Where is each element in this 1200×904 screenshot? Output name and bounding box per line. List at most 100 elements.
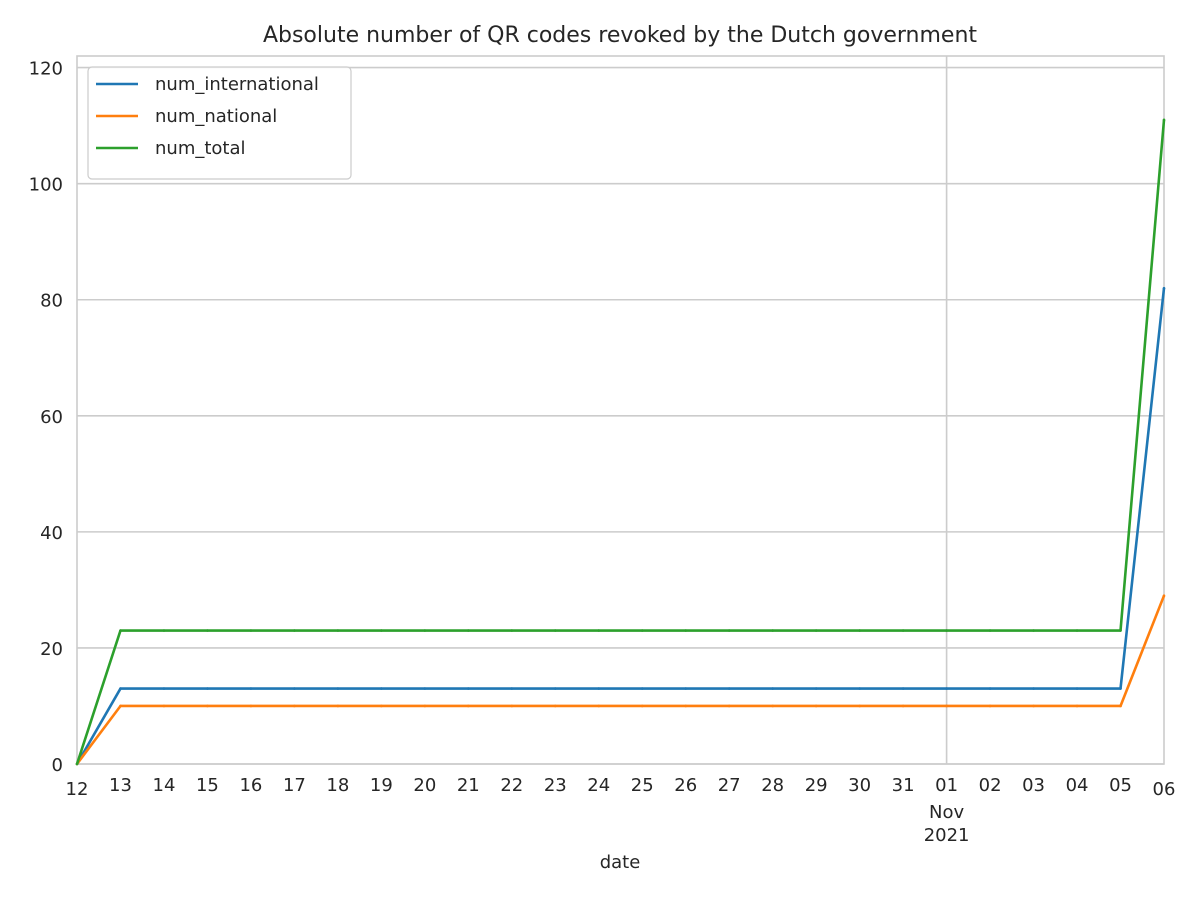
data-point-num_international — [945, 687, 948, 690]
data-point-num_national — [293, 704, 296, 708]
x-tick-label: 28 — [761, 775, 784, 796]
series-lines — [75, 118, 1166, 766]
y-axis-ticks: 0 20 40 60 80 100 120 — [29, 59, 63, 776]
data-point-num_total — [771, 629, 774, 632]
data-point-num_total — [597, 629, 601, 632]
data-point-num_national — [510, 704, 514, 708]
x-tick-sublabel: Nov — [929, 802, 964, 823]
data-point-num_national — [249, 704, 253, 708]
y-tick-label: 0 — [52, 755, 63, 776]
x-tick-label: 31 — [892, 775, 915, 796]
plot-frame — [76, 55, 1165, 765]
data-point-num_international — [1119, 687, 1122, 690]
data-point-num_national — [858, 704, 861, 708]
x-tick-label: 16 — [239, 775, 262, 796]
legend-box — [87, 66, 352, 180]
series-line-num_national — [75, 595, 1166, 765]
data-point-num_total — [380, 629, 383, 632]
data-point-num_national — [988, 704, 992, 708]
y-tick-label: 120 — [29, 59, 63, 80]
data-point-num_international — [249, 687, 253, 690]
y-tick-label: 20 — [40, 639, 63, 660]
x-tick-label: 26 — [674, 775, 697, 796]
data-point-num_national — [553, 704, 557, 708]
legend-label-num_national: num_national — [155, 106, 277, 127]
data-point-num_international — [423, 687, 427, 690]
data-point-num_total — [1119, 629, 1122, 632]
x-tick-label: 02 — [979, 775, 1002, 796]
x-tick-label: 14 — [153, 775, 176, 796]
data-point-num_total — [162, 629, 166, 632]
data-point-num_national — [814, 704, 818, 708]
data-point-num_total — [684, 629, 688, 632]
data-point-num_international — [988, 687, 992, 690]
data-point-num_national — [945, 704, 948, 708]
x-axis-ticks: 12 13 14 15 16 17 18 19 20 21 22 23 24 25 26 27 28 29 30 31… — [66, 775, 1176, 846]
x-tick-label: 23 — [544, 775, 567, 796]
data-point-num_national — [727, 704, 731, 708]
data-point-num_total — [119, 629, 122, 632]
data-point-num_national — [162, 704, 166, 708]
data-point-num_national — [597, 704, 601, 708]
data-point-num_international — [901, 687, 905, 690]
data-point-num_total — [858, 629, 861, 632]
x-tick-label: 24 — [587, 775, 610, 796]
x-tick-sublabel: 2021 — [924, 825, 970, 846]
x-tick-label: 06 — [1153, 779, 1176, 800]
data-point-num_total — [206, 629, 209, 632]
data-point-num_total — [423, 629, 427, 632]
data-point-num_national — [467, 704, 470, 708]
chart-title: Absolute number of QR codes revoked by t… — [263, 23, 977, 48]
data-point-num_international — [1162, 286, 1166, 290]
x-tick-label: 01 — [935, 775, 958, 796]
data-point-num_national — [1162, 594, 1166, 598]
data-point-num_national — [336, 704, 340, 708]
data-point-num_total — [945, 629, 948, 632]
series-line-num_international — [75, 287, 1166, 765]
data-point-num_total — [293, 629, 296, 632]
data-point-num_international — [293, 687, 296, 690]
plot-border — [76, 55, 1165, 765]
legend-label-num_international: num_international — [155, 74, 319, 95]
data-point-num_international — [206, 687, 209, 690]
data-point-num_international — [858, 687, 861, 690]
data-point-num_national — [684, 704, 688, 708]
data-point-num_national — [1119, 704, 1122, 708]
y-tick-label: 60 — [40, 407, 63, 428]
data-point-num_international — [380, 687, 383, 690]
x-tick-label: 29 — [805, 775, 828, 796]
x-tick-label: 30 — [848, 775, 871, 796]
x-tick-label: 15 — [196, 775, 219, 796]
y-tick-label: 40 — [40, 523, 63, 544]
data-point-num_total — [814, 629, 818, 632]
data-point-num_total — [727, 629, 731, 632]
data-point-num_international — [597, 687, 601, 690]
data-point-num_national — [206, 704, 209, 708]
data-point-num_total — [553, 629, 557, 632]
data-point-num_total — [1032, 629, 1035, 632]
legend-label-num_total: num_total — [155, 138, 246, 159]
x-tick-label: 18 — [326, 775, 349, 796]
x-tick-label: 20 — [413, 775, 436, 796]
data-point-num_total — [1075, 629, 1079, 632]
data-point-num_national — [119, 704, 122, 708]
legend: num_international num_national num_total — [87, 66, 352, 180]
data-point-num_national — [771, 704, 774, 708]
data-point-num_international — [814, 687, 818, 690]
data-point-num_international — [467, 687, 470, 690]
data-point-num_total — [901, 629, 905, 632]
series-line-num_total — [75, 119, 1166, 765]
data-point-num_international — [1075, 687, 1079, 690]
x-tick-label: 17 — [283, 775, 306, 796]
data-point-num_total — [640, 629, 644, 632]
data-point-num_national — [1075, 704, 1079, 708]
data-point-num_international — [640, 687, 644, 690]
data-point-num_total — [336, 629, 340, 632]
data-point-num_national — [640, 704, 644, 708]
data-point-num_international — [336, 687, 340, 690]
data-point-num_total — [467, 629, 470, 632]
data-point-num_national — [423, 704, 427, 708]
x-tick-label: 22 — [500, 775, 523, 796]
